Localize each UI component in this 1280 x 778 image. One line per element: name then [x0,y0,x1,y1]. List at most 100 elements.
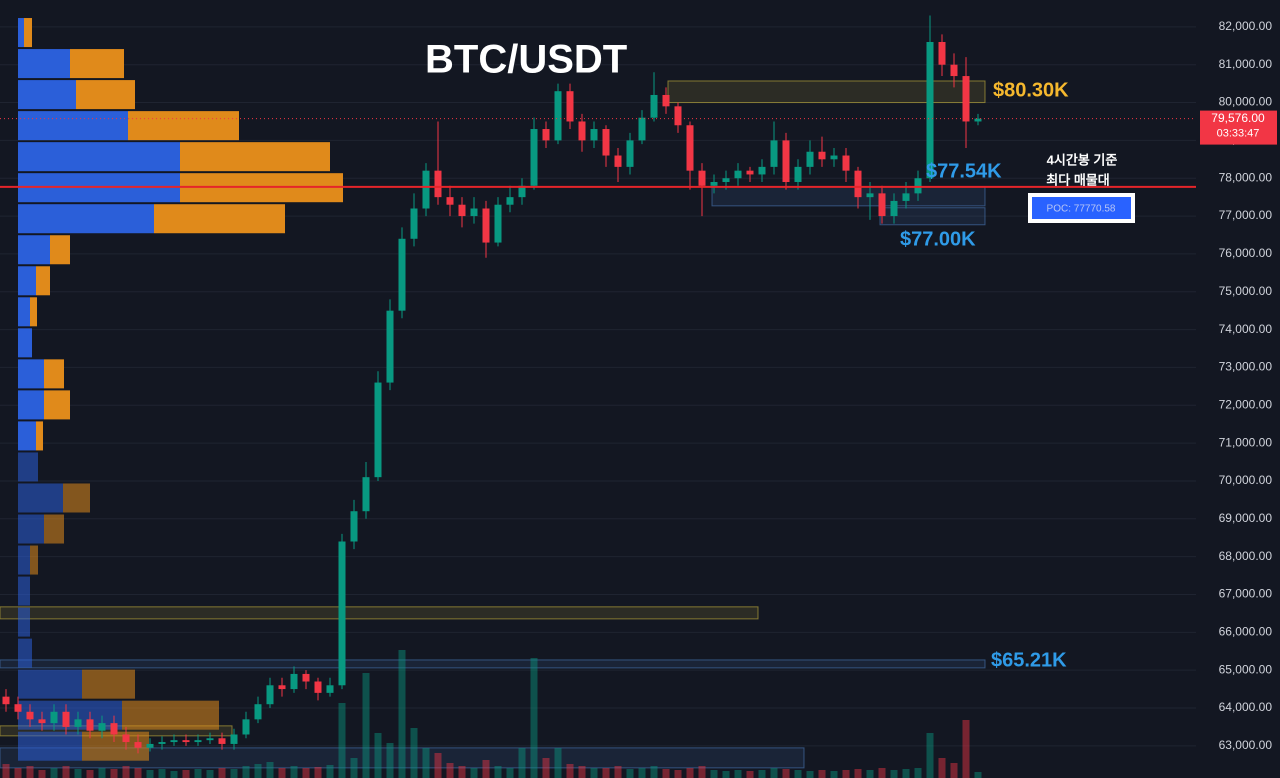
countdown-label: 03:33:47 [1217,127,1260,139]
volume-bar [482,760,490,778]
volume-bar [626,769,634,778]
profile-up [18,731,82,761]
candle-body [782,140,790,183]
y-tick-label: 81,000.00 [1219,57,1273,71]
volume-bar [398,650,406,778]
candle-body [482,208,490,243]
zone-label: $77.00K [900,228,976,250]
volume-bar [38,770,46,778]
candle-body [26,711,34,720]
volume-bar [266,762,274,778]
y-tick-label: 77,000.00 [1219,208,1273,222]
volume-bar [530,658,538,778]
profile-down [76,80,135,110]
volume-bar [386,743,394,778]
candle-body [2,696,10,705]
volume-bar [806,771,814,778]
zone-label: $77.54K [926,160,1002,182]
volume-bar [230,769,238,778]
candle-body [242,719,250,735]
volume-bar [410,728,418,778]
volume-bar [914,768,922,778]
y-tick-label: 70,000.00 [1219,473,1273,487]
volume-bar [50,768,58,778]
profile-up [18,638,32,668]
price-zone [0,747,805,769]
candle-body [926,42,934,179]
volume-bar [578,766,586,778]
candle-body [470,208,478,217]
candle-body [698,170,706,186]
volume-bar [698,766,706,778]
profile-down [30,545,38,575]
volume-bar [746,771,754,778]
candle-body [218,738,226,744]
candle-body [566,91,574,122]
candle-body [590,129,598,141]
candle-body [158,742,166,744]
candle-body [206,738,214,741]
volume-bar [458,766,466,778]
volume-bar [170,771,178,778]
candle-body [122,734,130,743]
price-zone [0,659,986,669]
volume-bar [494,766,502,778]
profile-up [18,18,24,48]
volume-bar [650,766,658,778]
candle-body [830,155,838,160]
candle-body [710,182,718,186]
profile-up [18,297,30,327]
volume-bar [794,770,802,778]
overlay-layer: $80.30K $77.54K $77.00K $65.21K [0,79,1202,671]
volume-bar [242,766,250,778]
candle-body [422,170,430,209]
volume-bar [926,733,934,778]
profile-down [44,390,70,420]
volume-bar [518,748,526,778]
profile-down [180,142,330,172]
candle-body [146,743,154,748]
candle-layer [2,15,982,754]
volume-bar [710,770,718,778]
profile-down [44,514,64,544]
candle-body [962,76,970,122]
candle-body [458,204,466,217]
volume-bar [86,770,94,778]
candle-body [914,178,922,194]
volume-bar [542,758,550,778]
candle-body [950,64,958,77]
y-tick-label: 76,000.00 [1219,246,1273,260]
profile-up [18,235,50,265]
y-tick-label: 64,000.00 [1219,700,1273,714]
volume-bar [902,769,910,778]
volume-bar [326,765,334,778]
profile-down [44,359,64,389]
annotation: 최다 매물대 [1046,172,1109,187]
profile-up [18,700,122,730]
volume-bar [506,768,514,778]
volume-bar [818,770,826,778]
y-tick-label: 75,000.00 [1219,284,1273,298]
candle-body [374,382,382,478]
candle-body [266,685,274,705]
candle-body [134,742,142,748]
candle-body [230,734,238,744]
candle-body [446,197,454,205]
grid-layer [0,26,1196,747]
profile-up [18,452,38,482]
profile-up [18,142,180,172]
candle-body [842,155,850,171]
candle-body [518,185,526,198]
candle-body [506,197,514,205]
profile-down [154,204,285,234]
candle-body [86,719,94,731]
profile-up [18,514,44,544]
candle-body [182,740,190,743]
volume-bar [374,733,382,778]
profile-down [128,111,239,141]
candle-body [578,121,586,141]
zone-label: $80.30K [993,79,1069,101]
volume-bar [830,771,838,778]
candle-body [290,673,298,690]
price-zone [711,186,986,207]
